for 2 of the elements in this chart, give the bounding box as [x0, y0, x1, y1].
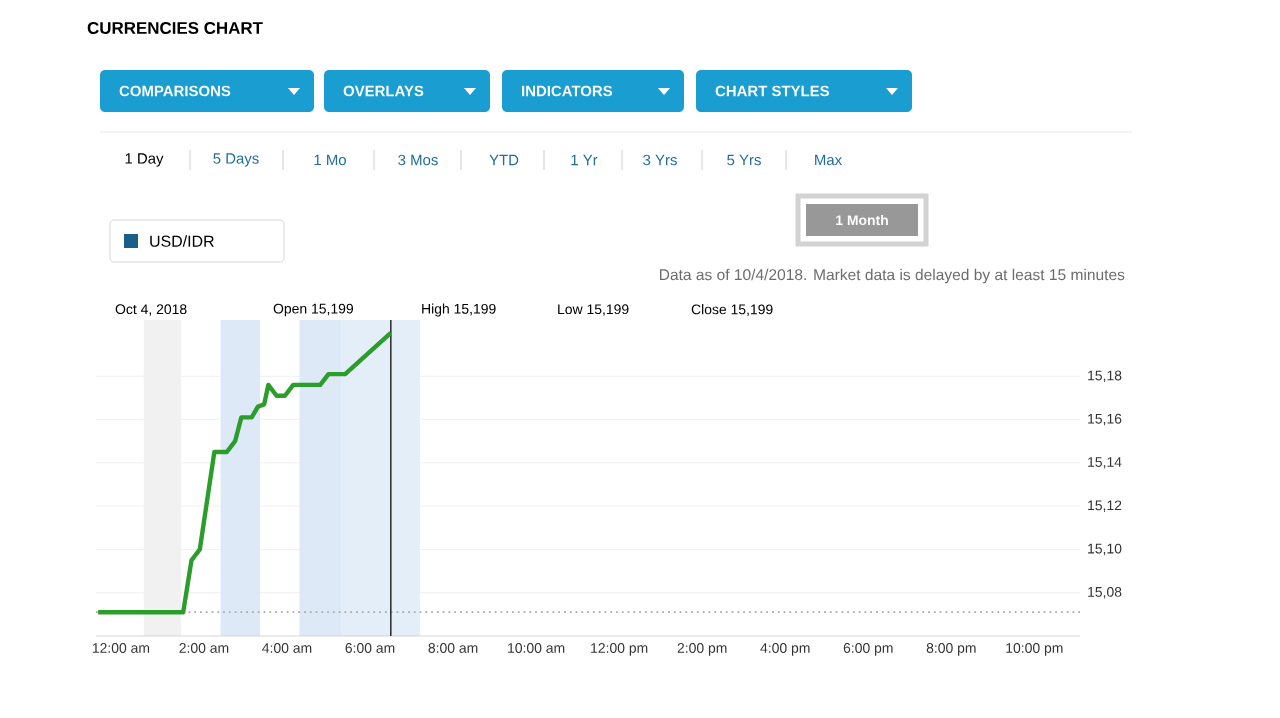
- line-series: [95, 330, 393, 615]
- chart-title: CURRENCIES CHART: [87, 22, 263, 34]
